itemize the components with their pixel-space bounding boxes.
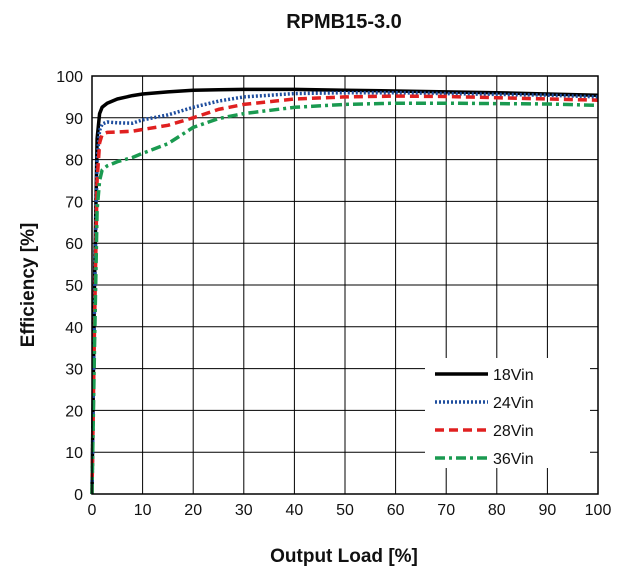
x-tick-label: 100 (585, 502, 612, 519)
y-tick-label: 60 (65, 236, 83, 253)
x-tick-label: 60 (387, 502, 405, 519)
y-tick-label: 100 (56, 69, 83, 86)
y-axis-label: Efficiency [%] (18, 223, 39, 348)
x-tick-label: 40 (286, 502, 304, 519)
y-tick-label: 80 (65, 153, 83, 170)
y-tick-label: 70 (65, 194, 83, 211)
y-tick-label: 50 (65, 278, 83, 295)
chart-title: RPMB15-3.0 (286, 11, 402, 33)
series-line-36vin (90, 101, 599, 495)
y-tick-label: 90 (65, 111, 83, 128)
x-axis-label: Output Load [%] (270, 546, 418, 567)
x-tick-label: 10 (134, 502, 152, 519)
series-line-24vin (90, 90, 599, 495)
legend-label: 28Vin (493, 423, 534, 440)
y-tick-label: 20 (65, 403, 83, 420)
x-tick-label: 0 (88, 502, 97, 519)
x-axis-ticks: 0 10 20 30 40 50 60 70 80 90 100 (88, 502, 612, 519)
legend: 18Vin 24Vin 28Vin 36Vin (425, 358, 590, 468)
y-tick-label: 30 (65, 362, 83, 379)
x-tick-label: 30 (235, 502, 253, 519)
series-lines (90, 87, 599, 495)
legend-label: 24Vin (493, 395, 534, 412)
grid (92, 76, 598, 494)
x-tick-label: 50 (336, 502, 354, 519)
legend-label: 18Vin (493, 367, 534, 384)
y-axis-ticks: 0 10 20 30 40 50 60 70 80 90 100 (56, 69, 83, 504)
plot-frame (91, 75, 599, 495)
legend-label: 36Vin (493, 451, 534, 468)
x-tick-label: 20 (184, 502, 202, 519)
x-tick-label: 90 (539, 502, 557, 519)
legend-background (425, 358, 590, 468)
series-line-28vin (90, 94, 599, 495)
y-tick-label: 0 (74, 487, 83, 504)
y-tick-label: 40 (65, 320, 83, 337)
x-tick-label: 80 (488, 502, 506, 519)
x-tick-label: 70 (437, 502, 455, 519)
y-tick-label: 10 (65, 445, 83, 462)
